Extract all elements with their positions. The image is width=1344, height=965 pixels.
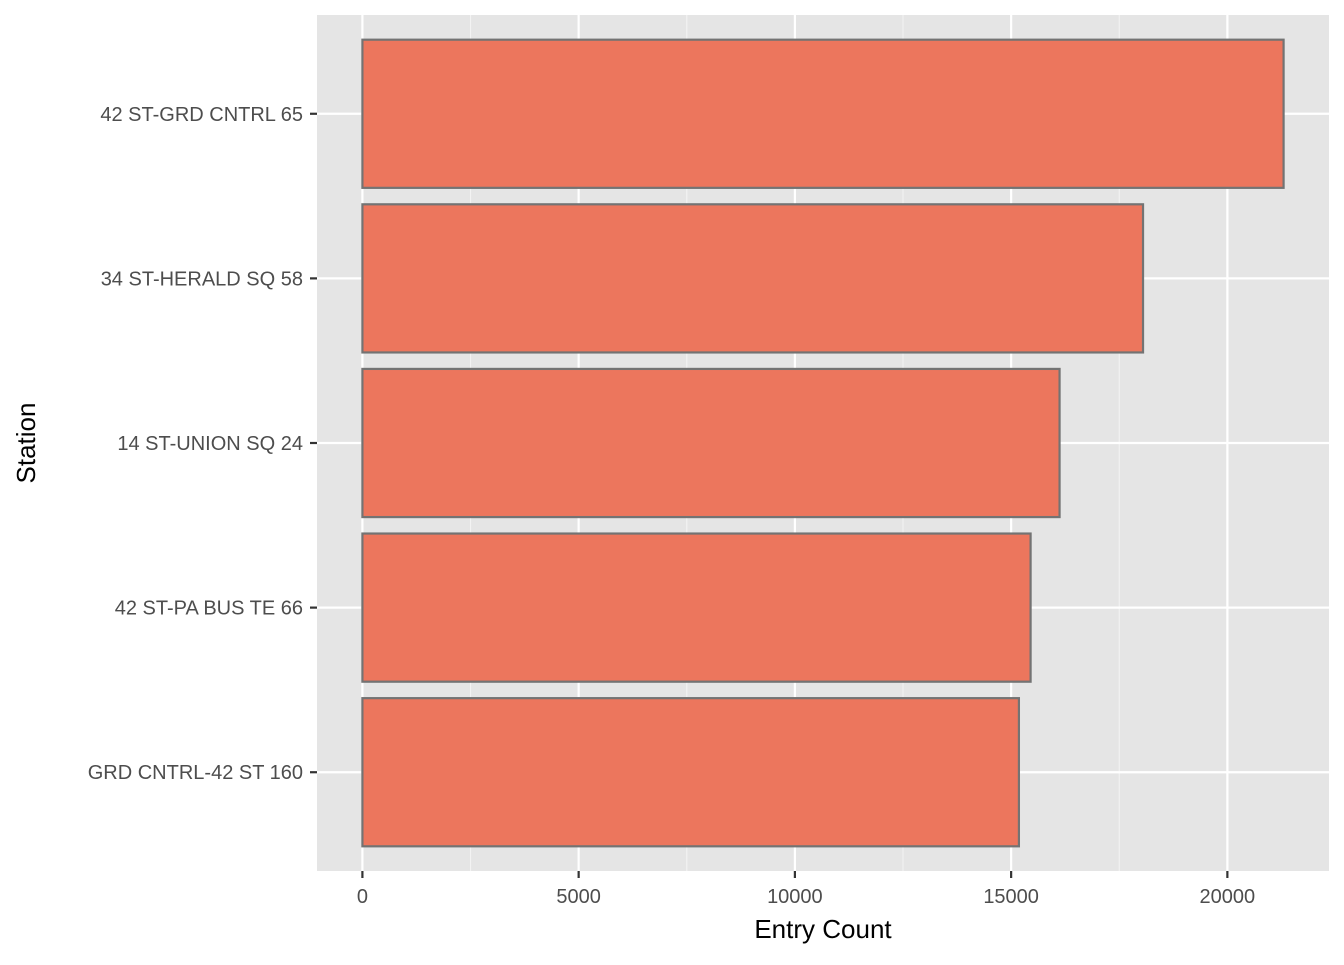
x-tick-label: 10000	[767, 886, 823, 908]
y-tick-label: 42 ST-PA BUS TE 66	[115, 598, 303, 620]
x-axis-title: Entry Count	[754, 914, 892, 944]
x-tick-label: 5000	[556, 886, 601, 908]
y-axis-title: Station	[11, 403, 41, 484]
bar	[361, 367, 1061, 519]
x-tick-label: 20000	[1200, 886, 1256, 908]
bars-group	[361, 38, 1285, 848]
y-axis: 42 ST-GRD CNTRL 65 34 ST-HERALD SQ 58 14 S…	[88, 104, 317, 784]
y-tick-label: GRD CNTRL-42 ST 160	[88, 762, 303, 784]
bar	[361, 697, 1021, 848]
y-tick-label: 42 ST-GRD CNTRL 65	[100, 104, 303, 126]
y-tick-label: 34 ST-HERALD SQ 58	[101, 268, 303, 290]
x-axis: 0 5000 10000 15000 20000	[357, 871, 1255, 908]
bar	[361, 532, 1032, 683]
x-tick-label: 15000	[983, 886, 1039, 908]
bar	[361, 203, 1145, 354]
x-tick-label: 0	[357, 886, 368, 908]
bar	[361, 38, 1285, 189]
y-tick-label: 14 ST-UNION SQ 24	[117, 433, 303, 455]
